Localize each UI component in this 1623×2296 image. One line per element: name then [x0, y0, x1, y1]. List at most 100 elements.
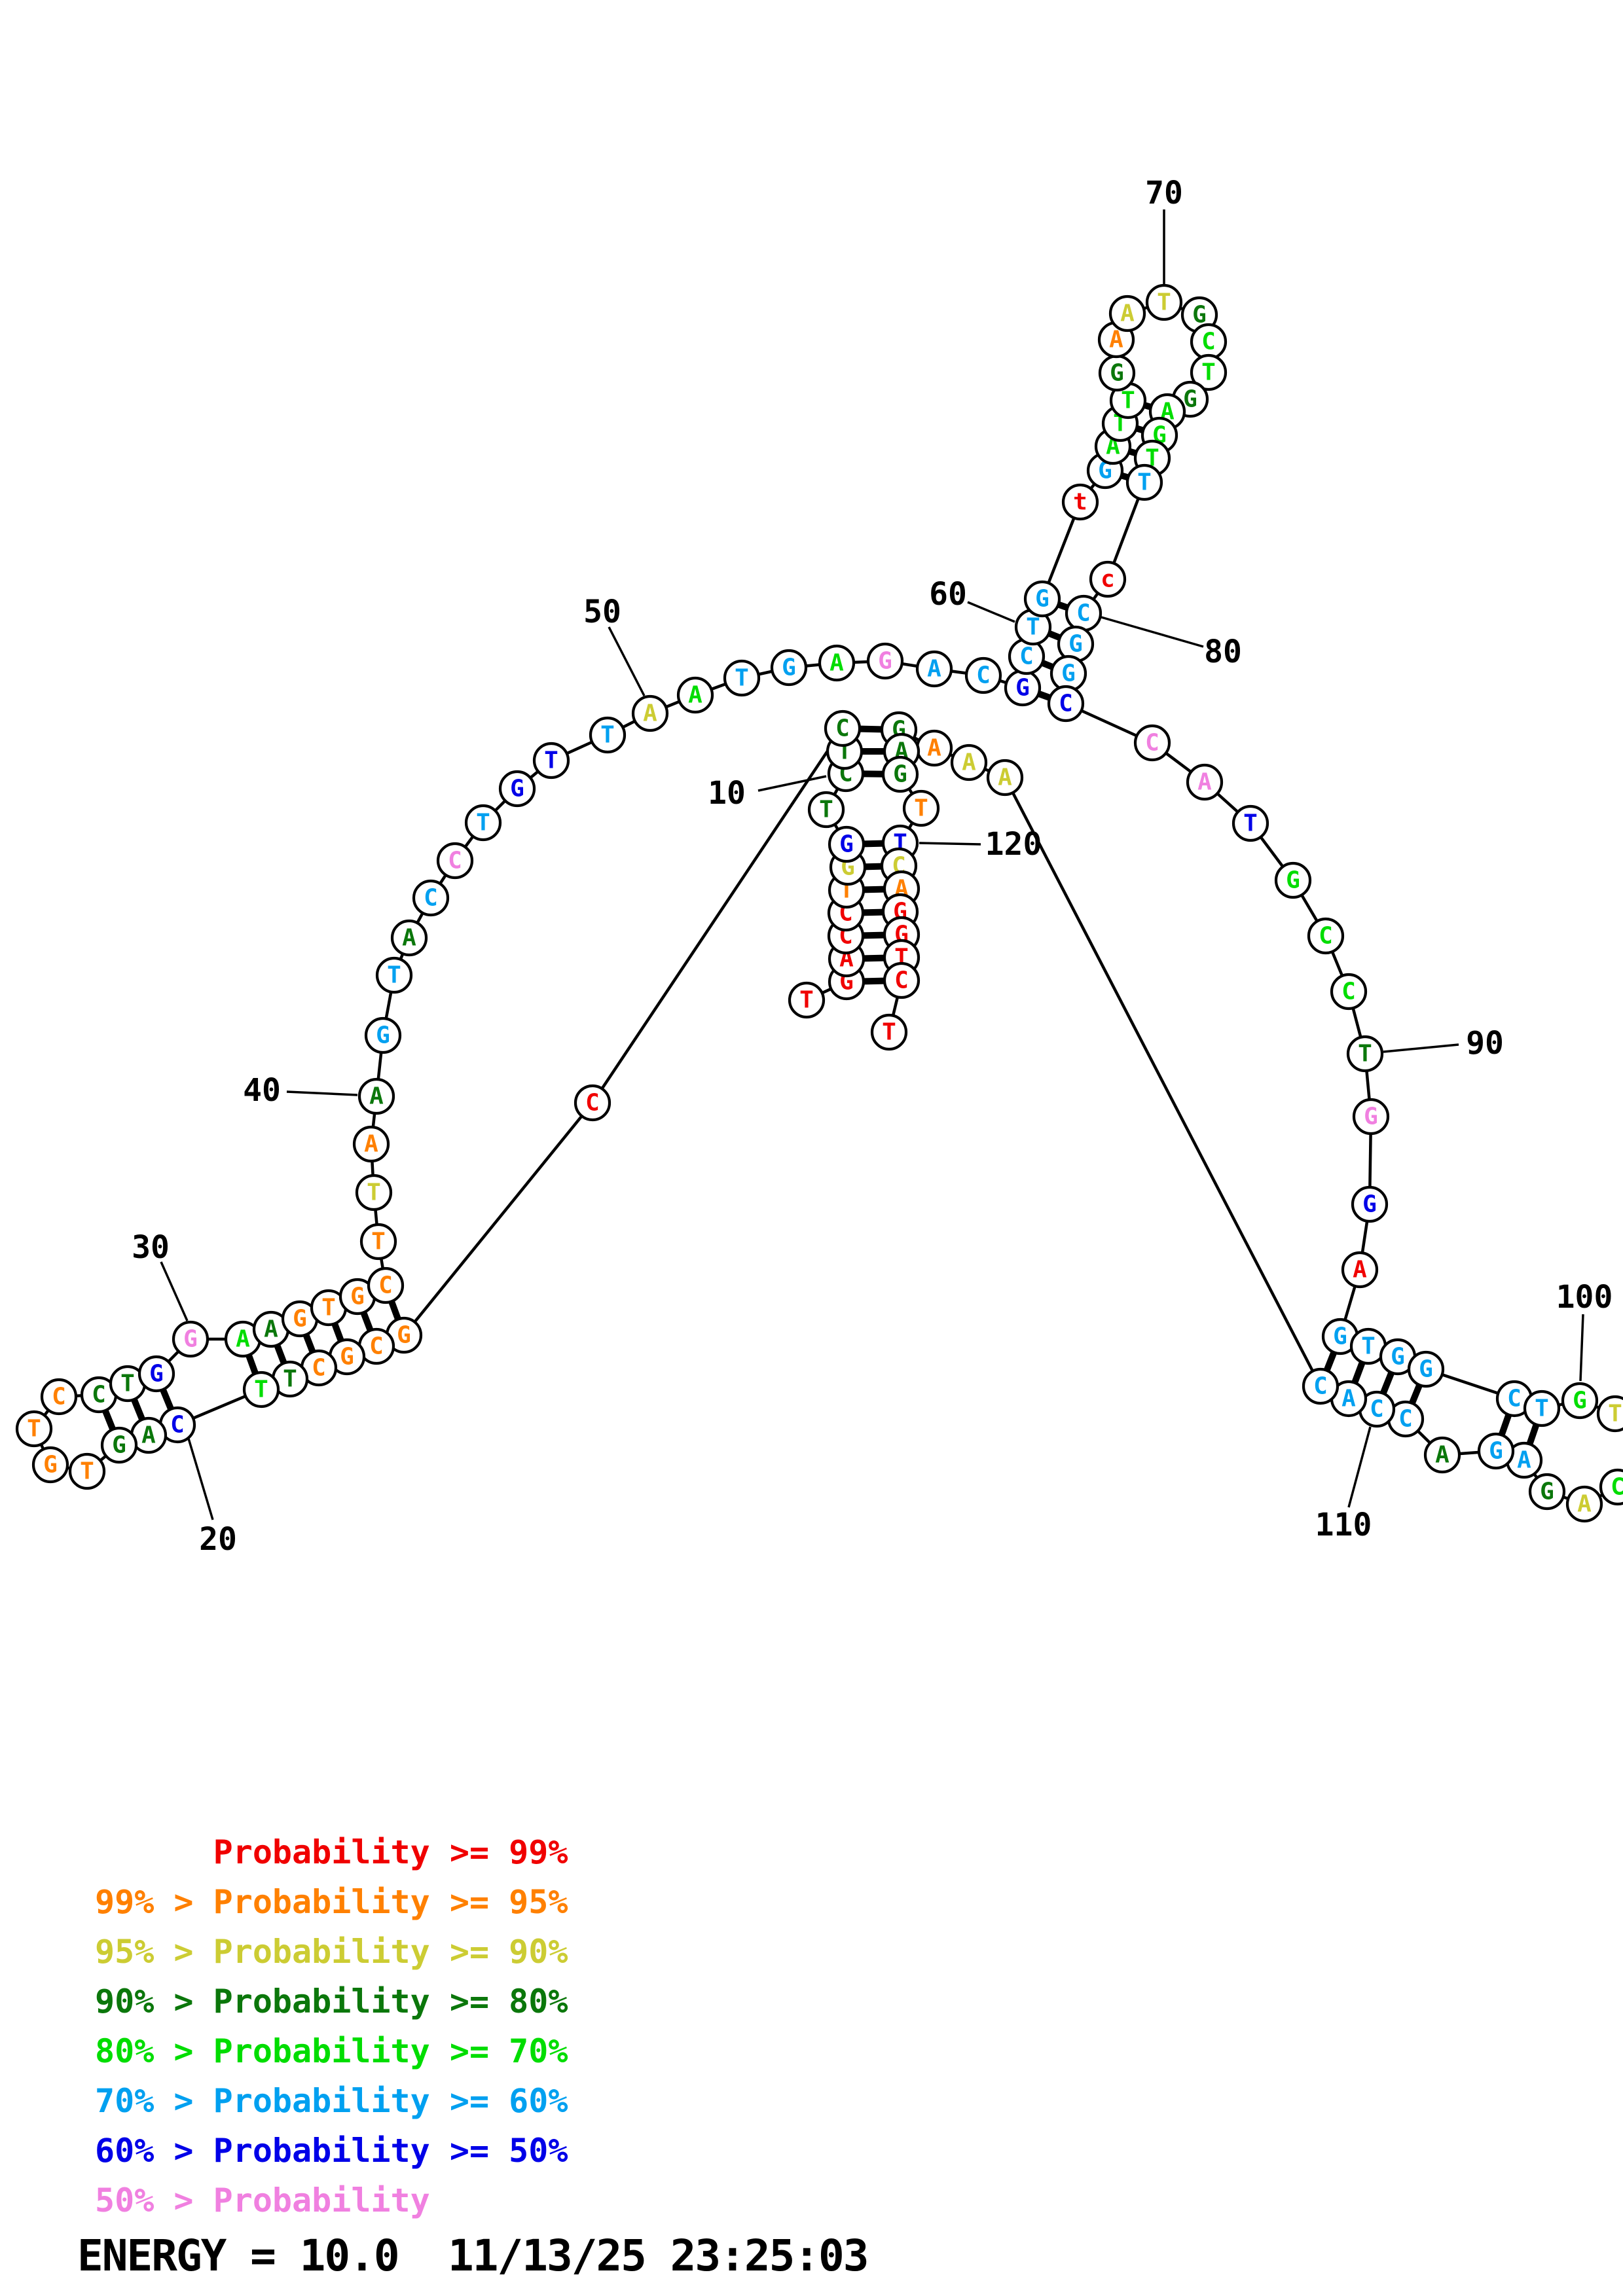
nucleotide-letter-16: G	[340, 1344, 354, 1371]
nucleotide-letter-113: A	[998, 764, 1012, 791]
nucleotide-letter-18: T	[283, 1366, 297, 1393]
nucleotide-letter-31: A	[236, 1326, 250, 1353]
nucleotide-86	[1231, 804, 1269, 842]
nucleotide-letter-47: G	[510, 776, 524, 802]
nucleotide-letter-58: G	[1015, 675, 1030, 702]
nucleotide-22	[100, 1426, 138, 1464]
nucleotide-9	[807, 791, 845, 829]
nucleotide-letter-68: A	[1109, 327, 1123, 353]
nucleotide-letter-73: T	[1201, 359, 1216, 386]
legend-line-1: Probability >= 99%	[95, 1833, 568, 1871]
nucleotide-87	[1274, 861, 1312, 899]
nucleotide-letter-127: T	[882, 1019, 896, 1046]
nucleotide-41	[364, 1016, 402, 1054]
nucleotide-letter-91: G	[1364, 1103, 1378, 1130]
label-pointer-line	[187, 1438, 214, 1520]
nucleotide-letter-34: T	[321, 1295, 336, 1321]
backbone-link	[591, 727, 844, 1104]
position-label-50: 50	[583, 594, 621, 630]
nucleotide-letter-1: T	[799, 987, 814, 1014]
nucleotide-letter-70: T	[1157, 289, 1171, 316]
nucleotide-letter-25: T	[27, 1416, 41, 1443]
nucleotide-13	[574, 1084, 611, 1122]
nucleotide-73	[1190, 353, 1228, 391]
backbone-link	[1004, 776, 1322, 1388]
nucleotide-54	[818, 644, 856, 682]
nucleotide-letter-20: C	[170, 1412, 185, 1439]
position-label-20: 20	[199, 1521, 237, 1558]
nucleotide-8	[828, 825, 866, 863]
nucleotide-40	[357, 1077, 395, 1115]
nucleotide-letter-107: G	[1489, 1438, 1503, 1465]
nucleotide-61	[1023, 580, 1061, 618]
nucleotide-letter-54: A	[830, 650, 844, 677]
nucleotide-letter-26: C	[52, 1384, 66, 1410]
nucleotide-letter-28: T	[120, 1371, 135, 1397]
nucleotide-letter-52: T	[735, 665, 749, 692]
nucleotide-57	[964, 656, 1002, 694]
nucleotide-91	[1352, 1098, 1390, 1136]
nucleotide-letter-100: G	[1573, 1388, 1587, 1414]
nucleotide-55	[866, 642, 904, 680]
nucleotide-48	[532, 742, 570, 780]
nucleotide-letter-66: T	[1121, 387, 1135, 414]
nucleotide-29	[137, 1355, 175, 1393]
nucleotide-letter-27: C	[92, 1382, 106, 1408]
nucleotide-letter-115: A	[927, 735, 941, 762]
nucleotide-letter-111: A	[1341, 1386, 1356, 1412]
label-pointer-line	[1383, 1043, 1459, 1053]
nucleotide-23	[68, 1452, 106, 1490]
nucleotide-letter-83: C	[1059, 691, 1073, 717]
nucleotide-letter-38: T	[367, 1179, 381, 1206]
nucleotide-36	[367, 1266, 405, 1304]
backbone-link	[403, 1102, 594, 1336]
nucleotide-letter-78: T	[1137, 469, 1152, 496]
nucleotide-letter-46: T	[476, 810, 490, 836]
position-label-90: 90	[1466, 1025, 1504, 1062]
nucleotide-letter-90: T	[1358, 1041, 1372, 1067]
nucleotide-88	[1307, 917, 1345, 955]
nucleotide-letter-80: C	[1076, 600, 1091, 627]
nucleotide-letter-89: C	[1341, 978, 1356, 1005]
position-label-40: 40	[243, 1072, 281, 1109]
nucleotide-90	[1346, 1035, 1384, 1073]
nucleotide-38	[355, 1174, 393, 1211]
nucleotide-26	[40, 1378, 78, 1416]
nucleotide-51	[676, 676, 714, 714]
nucleotide-78	[1125, 463, 1163, 501]
nucleotide-30	[172, 1320, 210, 1358]
nucleotide-19	[242, 1371, 280, 1408]
nucleotide-letter-43: A	[402, 925, 416, 952]
nucleotide-37	[359, 1223, 397, 1261]
nucleotide-letter-126: C	[894, 967, 909, 994]
position-label-70: 70	[1145, 175, 1183, 211]
nucleotide-49	[589, 716, 627, 754]
nucleotide-letter-87: G	[1286, 867, 1300, 894]
label-pointer-line	[1347, 1426, 1372, 1508]
nucleotide-letter-40: A	[369, 1083, 384, 1110]
nucleotide-46	[464, 804, 502, 842]
nucleotide-letter-15: C	[369, 1333, 384, 1360]
nucleotide-100	[1561, 1382, 1599, 1420]
nucleotide-85	[1186, 763, 1224, 801]
position-label-120: 120	[985, 826, 1042, 863]
legend-line-5: 80% > Probability >= 70%	[95, 2032, 568, 2070]
nucleotide-letter-98: C	[1507, 1386, 1522, 1412]
nucleotide-letter-14: G	[397, 1322, 411, 1349]
nucleotide-97	[1407, 1350, 1445, 1388]
nucleotide-letter-92: G	[1362, 1191, 1377, 1218]
nucleotide-50	[631, 694, 669, 732]
energy-timestamp: ENERGY = 10.0 11/13/25 23:25:03	[77, 2231, 869, 2281]
legend-line-7: 60% > Probability >= 50%	[95, 2132, 568, 2170]
position-label-110: 110	[1315, 1507, 1372, 1543]
nucleotide-letter-62: t	[1073, 489, 1087, 516]
label-pointer-line	[286, 1090, 358, 1096]
nucleotide-45	[436, 842, 474, 880]
nucleotide-letter-108: A	[1435, 1442, 1450, 1469]
nucleotide-letter-74: G	[1183, 386, 1197, 413]
nucleotide-letter-36: C	[378, 1272, 393, 1299]
nucleotide-letter-69: A	[1120, 300, 1135, 327]
nucleotide-letter-85: A	[1197, 769, 1212, 796]
nucleotide-12	[824, 709, 862, 747]
legend-line-2: 99% > Probability >= 95%	[95, 1883, 568, 1921]
